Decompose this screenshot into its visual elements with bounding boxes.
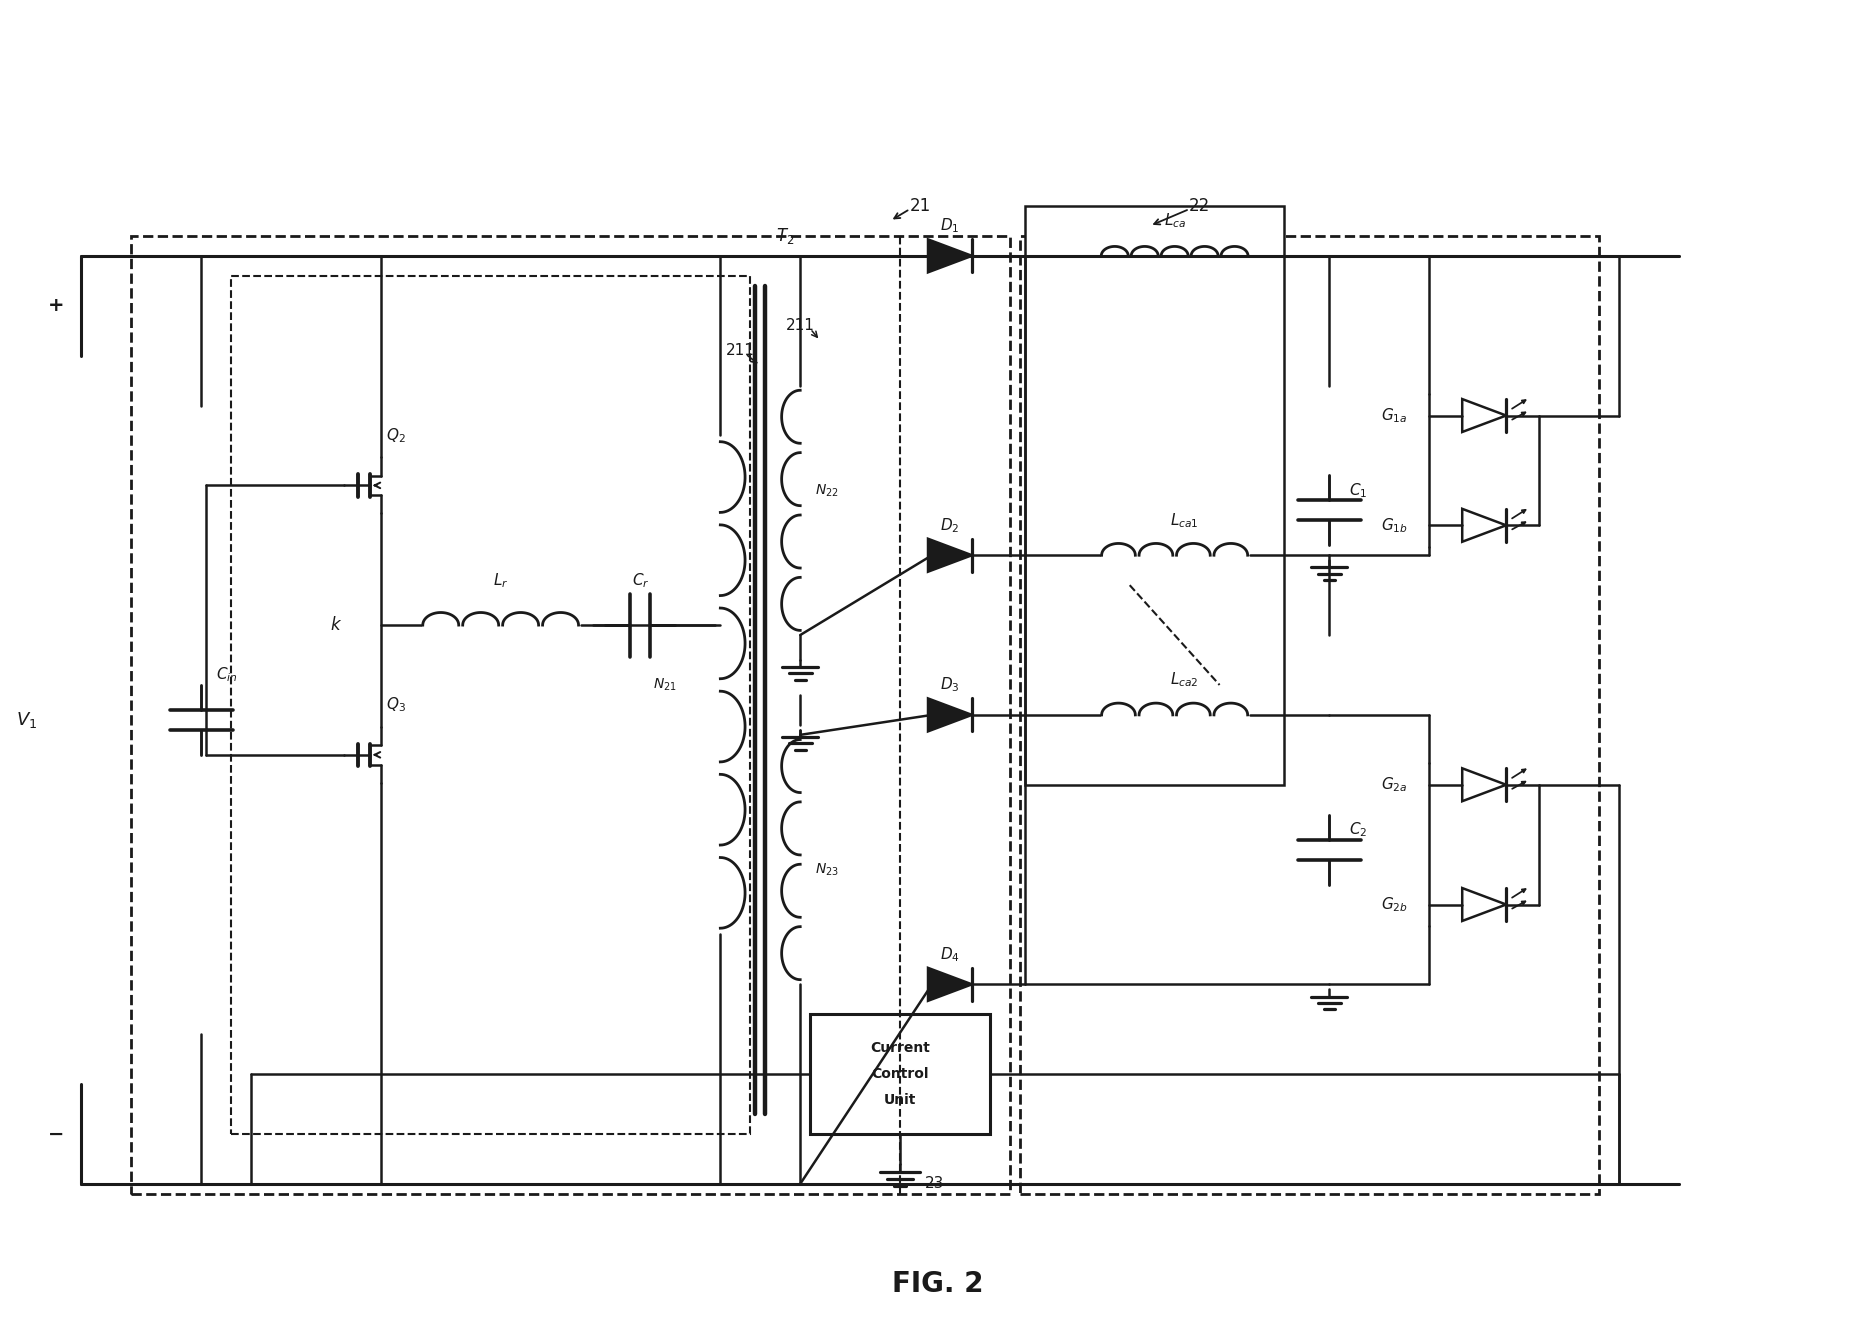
Text: FIG. 2: FIG. 2 — [892, 1270, 983, 1298]
Text: $G_{1b}$: $G_{1b}$ — [1380, 515, 1408, 534]
Bar — [1020, 236, 1599, 1193]
Bar — [231, 276, 750, 1133]
Bar — [131, 236, 1011, 1193]
Text: $G_{2a}$: $G_{2a}$ — [1382, 776, 1408, 794]
Text: −: − — [49, 1124, 64, 1144]
Text: $Q_3$: $Q_3$ — [386, 696, 405, 714]
Text: $V_1$: $V_1$ — [15, 710, 38, 730]
Text: $T_2$: $T_2$ — [776, 226, 795, 246]
Text: $G_{1a}$: $G_{1a}$ — [1382, 406, 1408, 425]
Text: $C_1$: $C_1$ — [1350, 481, 1367, 499]
Text: Unit: Unit — [883, 1093, 917, 1108]
Text: $N_{23}$: $N_{23}$ — [816, 861, 840, 878]
Bar — [810, 1015, 990, 1133]
Text: $C_2$: $C_2$ — [1350, 820, 1367, 838]
Polygon shape — [928, 239, 971, 272]
Polygon shape — [928, 698, 971, 732]
Text: $D_2$: $D_2$ — [939, 515, 960, 534]
Text: $C_{in}$: $C_{in}$ — [216, 666, 238, 685]
Text: $D_4$: $D_4$ — [939, 945, 960, 964]
Text: $D_1$: $D_1$ — [939, 216, 960, 235]
Polygon shape — [928, 539, 971, 571]
Text: $k$: $k$ — [330, 615, 341, 634]
Text: 211: 211 — [726, 343, 756, 358]
Text: $G_{2b}$: $G_{2b}$ — [1380, 896, 1408, 914]
Text: 21: 21 — [909, 198, 930, 215]
Text: Control: Control — [872, 1067, 928, 1081]
Text: $L_{ca}$: $L_{ca}$ — [1164, 211, 1185, 230]
Polygon shape — [928, 968, 971, 1001]
Text: $N_{21}$: $N_{21}$ — [654, 677, 677, 693]
Text: $Q_2$: $Q_2$ — [386, 426, 405, 445]
Text: $L_{ca2}$: $L_{ca2}$ — [1170, 670, 1198, 689]
Bar — [1026, 206, 1284, 785]
Text: 22: 22 — [1189, 198, 1209, 215]
Text: 211: 211 — [786, 318, 814, 334]
Text: Current: Current — [870, 1041, 930, 1055]
Text: $C_r$: $C_r$ — [632, 571, 649, 590]
Text: 23: 23 — [924, 1176, 945, 1191]
Text: $L_r$: $L_r$ — [493, 571, 508, 590]
Text: $D_3$: $D_3$ — [939, 676, 960, 694]
Text: $N_{22}$: $N_{22}$ — [816, 482, 838, 498]
Text: +: + — [49, 296, 64, 315]
Text: $L_{ca1}$: $L_{ca1}$ — [1170, 511, 1198, 530]
